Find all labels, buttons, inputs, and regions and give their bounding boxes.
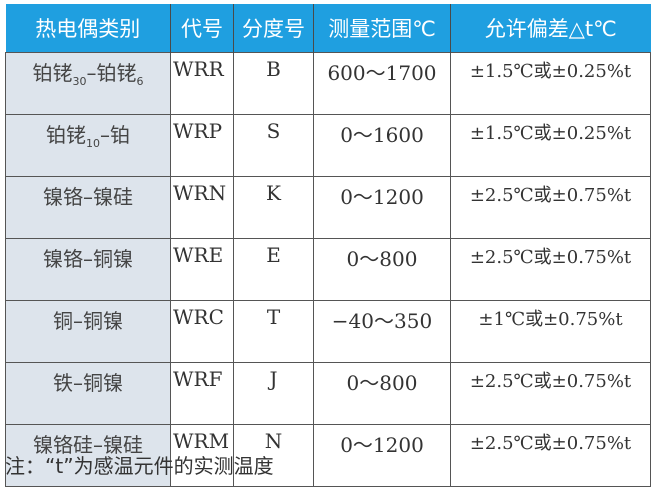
cell-range: 0～1200 [313, 176, 451, 239]
cell-type: 铂铑10–铂 [5, 114, 171, 177]
cell-tolerance: ±1.5℃或±0.25%t [450, 52, 651, 115]
cell-type: 镍铬–铜镍 [5, 238, 171, 301]
cell-grade: E [233, 238, 314, 301]
table-row: 铂铑30–铂铑6 WRR B 600～1700 ±1.5℃或±0.25%t [5, 52, 651, 115]
cell-tolerance: ±1℃或±0.75%t [450, 300, 651, 363]
thermocouple-table: 热电偶类别 代号 分度号 测量范围℃ 允许偏差△t℃ 铂铑30–铂铑6 WRR … [5, 4, 651, 487]
cell-range: 0～1600 [313, 114, 451, 177]
cell-grade: S [233, 114, 314, 177]
cell-code: WRE [170, 238, 234, 301]
header-tolerance: 允许偏差△t℃ [450, 4, 651, 53]
header-grade: 分度号 [233, 4, 314, 53]
cell-grade: B [233, 52, 314, 115]
cell-tolerance: ±2.5℃或±0.75%t [450, 424, 651, 487]
cell-grade: J [233, 362, 314, 425]
cell-type: 铜–铜镍 [5, 300, 171, 363]
cell-type: 铁–铜镍 [5, 362, 171, 425]
cell-range: −40～350 [313, 300, 451, 363]
table-row: 铂铑10–铂 WRP S 0～1600 ±1.5℃或±0.25%t [5, 114, 651, 177]
footnote: 注：“t”为感温元件的实测温度 [5, 454, 274, 478]
cell-code: WRC [170, 300, 234, 363]
header-row: 热电偶类别 代号 分度号 测量范围℃ 允许偏差△t℃ [5, 4, 651, 53]
header-type: 热电偶类别 [5, 4, 171, 53]
cell-range: 0～1200 [313, 424, 451, 487]
cell-code: WRR [170, 52, 234, 115]
table-row: 镍铬–镍硅 WRN K 0～1200 ±2.5℃或±0.75%t [5, 176, 651, 239]
table-row: 铜–铜镍 WRC T −40～350 ±1℃或±0.75%t [5, 300, 651, 363]
cell-tolerance: ±1.5℃或±0.25%t [450, 114, 651, 177]
table-row: 镍铬–铜镍 WRE E 0～800 ±2.5℃或±0.75%t [5, 238, 651, 301]
cell-code: WRP [170, 114, 234, 177]
cell-grade: K [233, 176, 314, 239]
cell-tolerance: ±2.5℃或±0.75%t [450, 238, 651, 301]
table-row: 铁–铜镍 WRF J 0～800 ±2.5℃或±0.75%t [5, 362, 651, 425]
cell-type: 铂铑30–铂铑6 [5, 52, 171, 115]
cell-type: 镍铬–镍硅 [5, 176, 171, 239]
cell-tolerance: ±2.5℃或±0.75%t [450, 362, 651, 425]
cell-grade: T [233, 300, 314, 363]
cell-range: 0～800 [313, 362, 451, 425]
cell-range: 600～1700 [313, 52, 451, 115]
cell-code: WRF [170, 362, 234, 425]
header-code: 代号 [170, 4, 234, 53]
header-range: 测量范围℃ [313, 4, 451, 53]
cell-range: 0～800 [313, 238, 451, 301]
cell-tolerance: ±2.5℃或±0.75%t [450, 176, 651, 239]
cell-code: WRN [170, 176, 234, 239]
